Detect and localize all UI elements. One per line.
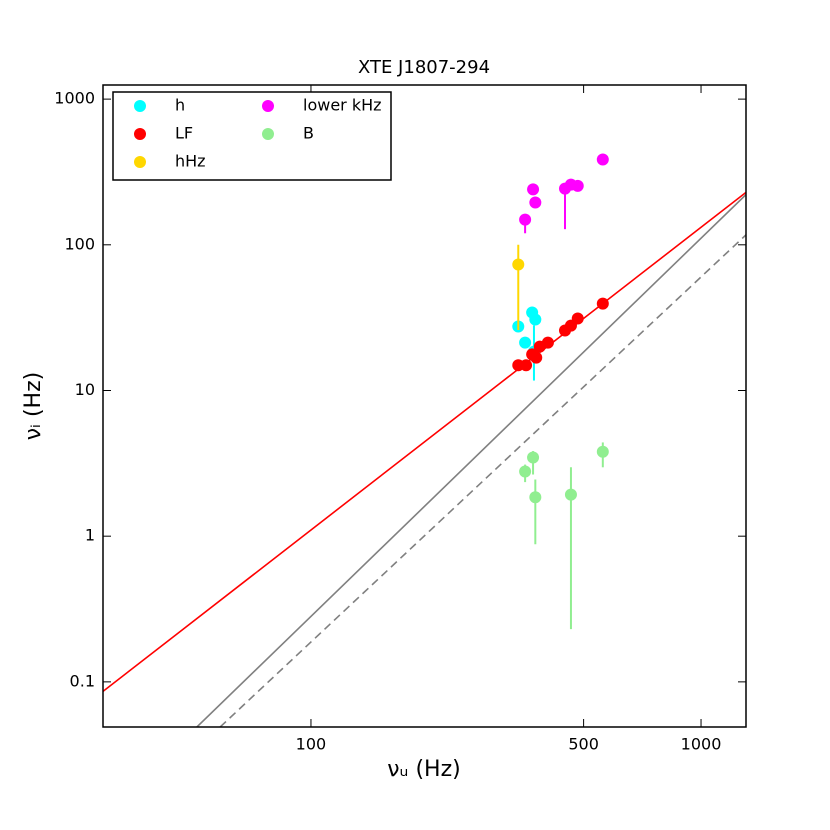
y-tick-label: 1 <box>85 526 95 545</box>
point <box>529 196 542 209</box>
point <box>520 359 533 372</box>
point <box>527 183 540 196</box>
point <box>530 351 543 364</box>
plot-area <box>103 153 746 727</box>
point <box>529 491 542 504</box>
point <box>571 312 584 325</box>
y-tick-label: 0.1 <box>70 671 95 690</box>
point <box>596 153 609 166</box>
legend-box <box>112 91 392 181</box>
y-tick-label: 10 <box>75 380 95 399</box>
legend-label: h <box>175 96 185 115</box>
x-tick-label: 500 <box>568 735 599 754</box>
legend-marker <box>134 100 146 112</box>
point <box>596 445 609 458</box>
legend-marker <box>134 128 146 140</box>
reference-line <box>103 191 746 693</box>
point <box>564 488 577 501</box>
y-axis-label: νᵢ (Hz) <box>21 372 46 440</box>
point <box>541 336 554 349</box>
legend-label: LF <box>175 124 193 143</box>
x-tick-label: 1000 <box>681 735 722 754</box>
point <box>519 213 532 226</box>
point <box>529 313 542 326</box>
legend-marker <box>262 100 274 112</box>
point <box>519 336 532 349</box>
legend-label: lower kHz <box>303 96 382 115</box>
legend-label: hHz <box>175 152 206 171</box>
chart-title: XTE J1807-294 <box>358 57 490 78</box>
point <box>571 179 584 192</box>
reference-line <box>219 234 746 727</box>
point <box>527 451 540 464</box>
point <box>519 465 532 478</box>
axes-frame <box>102 84 747 728</box>
legend-marker <box>134 156 146 168</box>
reference-line <box>196 194 746 727</box>
y-tick-label: 100 <box>64 234 95 253</box>
x-axis-label: νᵤ (Hz) <box>387 757 460 782</box>
y-tick-label: 1000 <box>54 89 95 108</box>
point <box>512 258 525 271</box>
legend-marker <box>262 128 274 140</box>
x-tick-label: 100 <box>296 735 327 754</box>
legend-label: B <box>303 124 314 143</box>
point <box>596 297 609 310</box>
